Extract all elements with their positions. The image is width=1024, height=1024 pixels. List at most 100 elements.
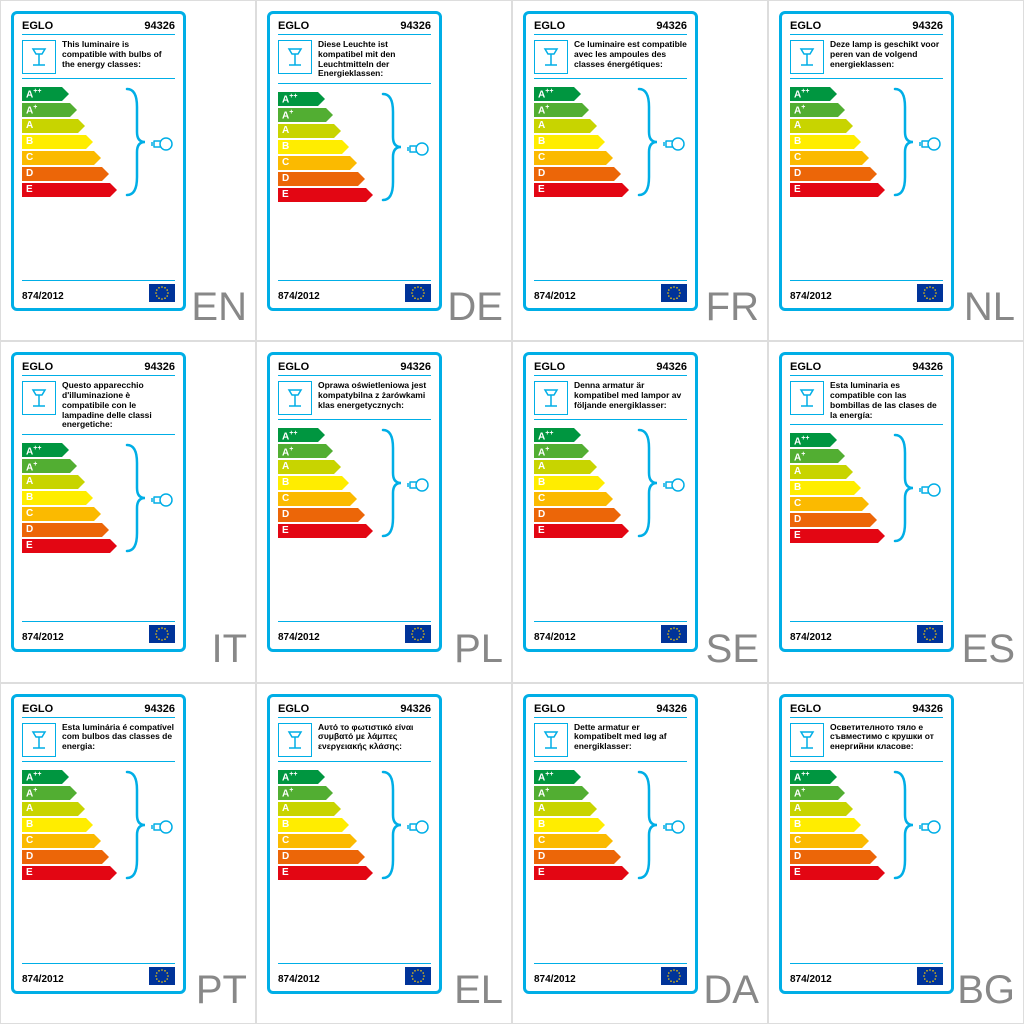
energy-arrow: A++ <box>534 428 687 442</box>
energy-arrow: A++ <box>790 433 943 447</box>
energy-label-card: EGLO 94326 Осветителното тяло е съвмести… <box>779 694 954 994</box>
energy-arrow: A+ <box>22 459 175 473</box>
bulb-icon <box>149 135 175 153</box>
regulation-text: 874/2012 <box>534 632 576 643</box>
regulation-text: 874/2012 <box>534 974 576 985</box>
class-bracket <box>635 87 659 197</box>
language-code: NL <box>964 285 1015 330</box>
model-text: 94326 <box>400 361 431 373</box>
energy-arrow: E <box>790 866 943 880</box>
lamp-icon-box <box>534 40 568 74</box>
class-bracket <box>891 433 915 543</box>
label-cell: EGLO 94326 Denna armatur är kompatibel m… <box>512 341 768 682</box>
energy-arrow: A++ <box>790 770 943 784</box>
energy-label-card: EGLO 94326 Questo apparecchio d'illumina… <box>11 352 186 652</box>
regulation-text: 874/2012 <box>22 974 64 985</box>
energy-arrow: A++ <box>278 770 431 784</box>
energy-label-card: EGLO 94326 Esta luminária é compatível c… <box>11 694 186 994</box>
label-cell: EGLO 94326 Esta luminaria es compatible … <box>768 341 1024 682</box>
compat-text: Αυτό το φωτιστικό είναι συμβατό με λάμπε… <box>318 723 431 752</box>
lamp-icon-box <box>22 381 56 415</box>
eu-flag <box>149 625 175 643</box>
info-row: Deze lamp is geschikt voor peren van de … <box>790 35 943 79</box>
bulb-indicator <box>149 818 175 841</box>
energy-arrow: D <box>278 172 431 186</box>
class-bracket <box>891 770 915 880</box>
energy-arrow: E <box>790 529 943 543</box>
energy-arrow: D <box>534 167 687 181</box>
model-text: 94326 <box>656 361 687 373</box>
energy-arrow: D <box>278 850 431 864</box>
floor-lamp-icon <box>26 385 52 411</box>
eu-flag <box>917 967 943 985</box>
bulb-indicator <box>661 135 687 158</box>
bulb-icon <box>405 476 431 494</box>
energy-arrows: A++ A+ A B C D E <box>790 87 943 207</box>
eu-flag-icon <box>661 284 687 302</box>
eu-flag <box>661 967 687 985</box>
energy-label-card: EGLO 94326 Dette armatur er kompatibelt … <box>523 694 698 994</box>
info-row: Esta luminaria es compatible con las bom… <box>790 376 943 425</box>
energy-arrows: A++ A+ A B C D E <box>790 433 943 553</box>
language-code: IT <box>211 627 247 672</box>
energy-arrows: A++ A+ A B C D E <box>534 87 687 207</box>
card-header: EGLO 94326 <box>278 20 431 35</box>
energy-arrow: A+ <box>22 103 175 117</box>
info-row: Dette armatur er kompatibelt med løg af … <box>534 718 687 762</box>
bulb-indicator <box>405 140 431 163</box>
card-footer: 874/2012 <box>534 621 687 643</box>
model-text: 94326 <box>656 20 687 32</box>
bulb-indicator <box>917 818 943 841</box>
info-row: This luminaire is compatible with bulbs … <box>22 35 175 79</box>
energy-arrow: A++ <box>278 92 431 106</box>
floor-lamp-icon <box>282 385 308 411</box>
energy-arrow: E <box>790 183 943 197</box>
class-bracket <box>379 92 403 202</box>
energy-arrow: D <box>534 508 687 522</box>
energy-arrow: A+ <box>534 444 687 458</box>
label-cell: EGLO 94326 Deze lamp is geschikt voor pe… <box>768 0 1024 341</box>
energy-arrow: A <box>278 124 431 138</box>
energy-arrow: D <box>790 513 943 527</box>
bulb-indicator <box>405 476 431 499</box>
regulation-text: 874/2012 <box>22 291 64 302</box>
brand-text: EGLO <box>22 703 53 715</box>
energy-arrow: A+ <box>790 786 943 800</box>
card-header: EGLO 94326 <box>790 361 943 376</box>
bulb-icon <box>661 818 687 836</box>
bulb-icon <box>405 140 431 158</box>
energy-arrow: A++ <box>534 770 687 784</box>
brand-text: EGLO <box>534 361 565 373</box>
language-code: EL <box>454 968 503 1013</box>
energy-arrows: A++ A+ A B C D E <box>278 770 431 890</box>
label-cell: EGLO 94326 Осветителното тяло е съвмести… <box>768 683 1024 1024</box>
info-row: Осветителното тяло е съвместимо с крушки… <box>790 718 943 762</box>
regulation-text: 874/2012 <box>790 291 832 302</box>
eu-flag <box>405 284 431 302</box>
floor-lamp-icon <box>26 44 52 70</box>
eu-flag-icon <box>917 967 943 985</box>
info-row: Αυτό το φωτιστικό είναι συμβατό με λάμπε… <box>278 718 431 762</box>
lamp-icon-box <box>790 40 824 74</box>
language-code: ES <box>962 627 1015 672</box>
compat-text: Dette armatur er kompatibelt med løg af … <box>574 723 687 752</box>
compat-text: Осветителното тяло е съвместимо с крушки… <box>830 723 943 752</box>
model-text: 94326 <box>400 20 431 32</box>
eu-flag <box>661 284 687 302</box>
bulb-indicator <box>917 481 943 504</box>
energy-arrow: A+ <box>278 108 431 122</box>
eu-flag-icon <box>661 625 687 643</box>
class-bracket <box>379 428 403 538</box>
eu-flag-icon <box>405 967 431 985</box>
regulation-text: 874/2012 <box>278 974 320 985</box>
bulb-indicator <box>405 818 431 841</box>
bracket-icon <box>379 770 403 880</box>
floor-lamp-icon <box>794 727 820 753</box>
energy-arrow: A+ <box>534 103 687 117</box>
card-footer: 874/2012 <box>22 963 175 985</box>
eu-flag-icon <box>661 967 687 985</box>
bulb-icon <box>917 818 943 836</box>
energy-label-card: EGLO 94326 Deze lamp is geschikt voor pe… <box>779 11 954 311</box>
card-footer: 874/2012 <box>534 280 687 302</box>
floor-lamp-icon <box>538 385 564 411</box>
